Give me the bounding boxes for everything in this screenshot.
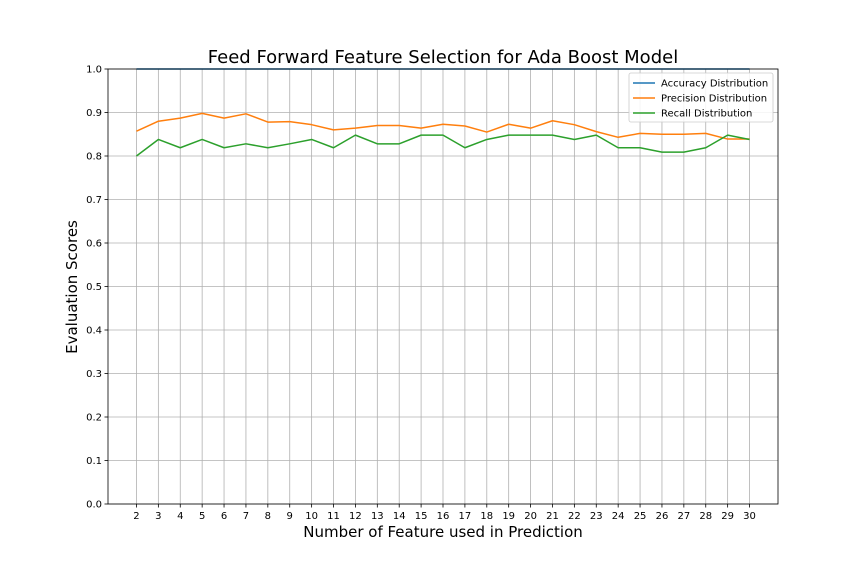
x-tick-label: 21 (546, 511, 559, 522)
x-tick-label: 14 (393, 511, 406, 522)
y-axis-label: Evaluation Scores (63, 220, 81, 354)
x-tick-label: 19 (502, 511, 515, 522)
series-line-recall-distribution (136, 134, 750, 157)
x-tick-label: 30 (743, 511, 756, 522)
legend: Accuracy Distribution Precision Distribu… (628, 72, 774, 123)
legend-label-recall: Recall Distribution (661, 109, 752, 120)
x-tick-label: 10 (305, 511, 318, 522)
y-tick-label: 0.3 (86, 369, 102, 380)
x-tick-label: 11 (327, 511, 340, 522)
x-axis-label: Number of Feature used in Prediction (303, 523, 583, 541)
x-tick-label: 9 (287, 511, 293, 522)
x-tick-label: 25 (634, 511, 647, 522)
y-tick-label: 1.0 (86, 65, 102, 76)
y-tick-label: 0.8 (86, 152, 102, 163)
x-tick-label: 7 (243, 511, 249, 522)
x-tick-label: 28 (699, 511, 712, 522)
x-tick-label: 23 (590, 511, 603, 522)
x-tick-label: 26 (656, 511, 669, 522)
y-tick-label: 0.6 (86, 239, 102, 250)
y-tick-label: 0.4 (86, 326, 102, 337)
x-tick-label: 17 (459, 511, 472, 522)
legend-box (628, 72, 774, 123)
x-tick-label: 18 (480, 511, 493, 522)
x-tick-label: 6 (221, 511, 227, 522)
grid (108, 68, 778, 505)
series-line-precision-distribution (136, 112, 750, 140)
x-tick-label: 12 (349, 511, 362, 522)
x-tick-label: 29 (721, 511, 734, 522)
x-tick-label: 16 (437, 511, 450, 522)
y-tick-label: 0.5 (86, 282, 102, 293)
x-tick-label: 4 (177, 511, 183, 522)
x-tick-label: 5 (199, 511, 205, 522)
x-tick-label: 3 (155, 511, 161, 522)
x-tick-label: 27 (677, 511, 690, 522)
chart-title: Feed Forward Feature Selection for Ada B… (208, 47, 678, 68)
x-tick-label: 13 (371, 511, 384, 522)
y-tick-label: 0.9 (86, 108, 102, 119)
x-tick-label: 15 (415, 511, 428, 522)
x-tick-label: 20 (524, 511, 537, 522)
legend-label-accuracy: Accuracy Distribution (661, 79, 768, 90)
x-axis: 2 3 4 5 6 7 8 9 10 11 12 13 14 15 16 17 18 19 20 21 22 23 24 25… (133, 504, 756, 522)
y-axis: 0.0 0.1 0.2 0.3 0.4 0.5 0.6 0.7 0.8 0.9 1.0 (86, 65, 108, 511)
x-tick-label: 24 (612, 511, 625, 522)
legend-label-precision: Precision Distribution (661, 94, 767, 105)
y-tick-label: 0.1 (86, 456, 102, 467)
x-tick-label: 8 (265, 511, 271, 522)
y-tick-label: 0.0 (86, 500, 102, 511)
x-tick-label: 2 (133, 511, 139, 522)
y-tick-label: 0.2 (86, 413, 102, 424)
y-tick-label: 0.7 (86, 195, 102, 206)
x-tick-label: 22 (568, 511, 581, 522)
